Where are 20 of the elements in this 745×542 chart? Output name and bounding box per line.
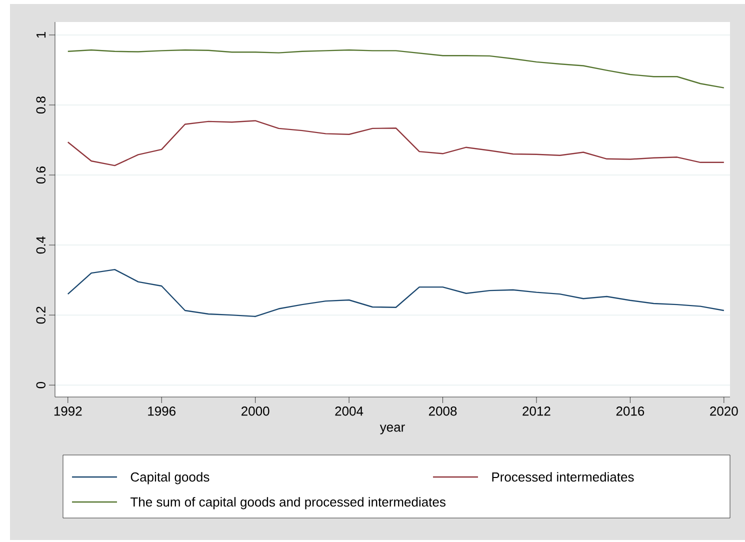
y-tick-label: 1 [36,32,46,38]
y-tick-label: 0.8 [36,96,46,114]
x-tick-label: 2020 [710,406,738,416]
x-tick-label: 2012 [522,406,550,416]
x-axis-title: year [380,424,405,434]
y-tick-label: 0.2 [36,306,46,324]
x-tick-label: 2008 [428,406,457,416]
x-tick-label: 2016 [616,406,644,416]
legend-label: The sum of capital goods and processed intermediates [130,497,446,510]
line-series [67,120,725,166]
legend-label: Processed intermediates [492,472,634,482]
y-tick-label: 0.6 [36,166,46,184]
legend-label: Capital goods [130,472,210,484]
line-series [67,268,725,318]
x-tick-label: 2004 [335,406,364,416]
y-tick-label: 0 [36,382,46,388]
x-tick-label: 1992 [54,406,82,416]
x-tick-label: 2000 [242,406,270,416]
y-tick-label: 0.4 [36,236,46,254]
x-tick-label: 1996 [148,406,176,416]
